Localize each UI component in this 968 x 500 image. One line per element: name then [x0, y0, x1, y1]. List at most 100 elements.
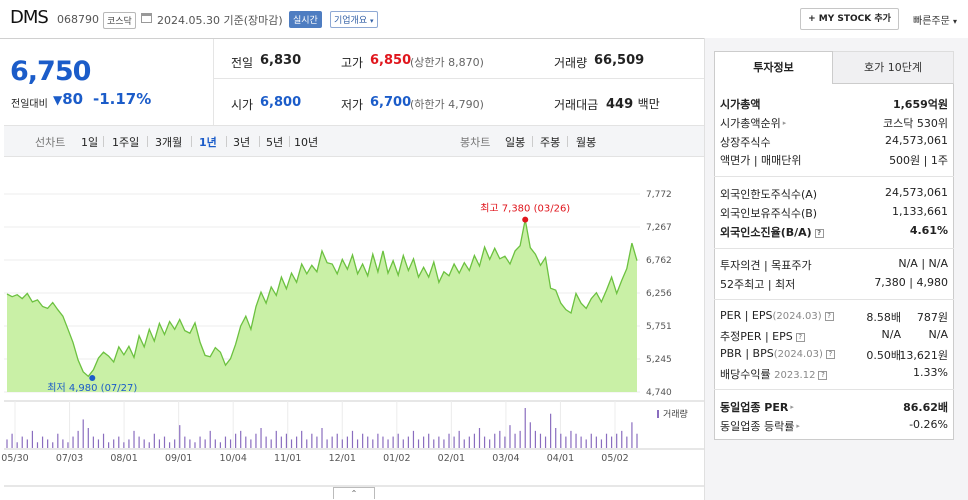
company-overview-dropdown[interactable]: 기업개요 ▾ [330, 11, 378, 28]
period-1d[interactable]: 1일 [81, 136, 99, 149]
volume-bar [555, 428, 557, 448]
change-value: ▼80 [53, 90, 84, 108]
price-chart[interactable]: 7,772 7,267 6,762 6,256 5,751 5,245 4,740 최고 7… [0, 158, 704, 500]
volume-bar [626, 436, 628, 448]
low-marker [89, 375, 96, 381]
plus-icon: + [808, 14, 816, 24]
volume-legend-swatch [657, 410, 659, 418]
line-chart-label: 선차트 [35, 136, 66, 149]
volume-bar [580, 436, 582, 448]
period-3y[interactable]: 3년 [233, 136, 251, 149]
volume-bar [362, 433, 364, 448]
sector-rate-row: 동일업종 등락률 ▸ -0.26% [720, 418, 948, 433]
candle-weekly[interactable]: 주봉 [540, 136, 561, 149]
volume-bar [21, 436, 23, 448]
period-5y[interactable]: 5년 [266, 136, 284, 149]
x-tick-label: 05/30 [1, 453, 28, 464]
period-1w[interactable]: 1주일 [112, 136, 140, 149]
volume-bar [92, 436, 94, 448]
y-tick-label: 5,751 [646, 322, 672, 332]
volume-bar [463, 439, 465, 448]
tab-order-book[interactable]: 호가 10단계 [833, 51, 954, 84]
period-selector: 선차트 1일 1주일 3개월 1년 3년 5년 10년 봉차트 일봉 주봉 월봉 [4, 125, 704, 157]
volume-bar [158, 439, 161, 448]
chevron-down-icon: ▾ [370, 17, 374, 25]
stock-name: DMS [10, 7, 49, 28]
volume-bar [52, 442, 54, 448]
stock-code: 068790 [57, 13, 99, 26]
volume-bar [153, 433, 155, 448]
volume-bar [306, 439, 308, 448]
volume-bar [494, 433, 496, 448]
volume-legend: 거래량 [663, 408, 688, 420]
volume-bar [504, 436, 506, 448]
x-tick-label: 11/01 [274, 453, 301, 464]
volume-bar [311, 433, 313, 448]
change-label: 전일대비 [11, 99, 48, 110]
divider [714, 248, 954, 249]
calendar-icon [141, 13, 152, 23]
volume-bar [382, 436, 384, 448]
x-tick-label: 12/01 [329, 453, 356, 464]
volume-bar [387, 439, 389, 448]
volume-bar [529, 422, 531, 448]
help-icon: ? [795, 333, 805, 342]
volume-bar [392, 436, 394, 448]
volume-bar [565, 436, 567, 448]
period-3m[interactable]: 3개월 [155, 136, 183, 149]
volume-bar [585, 439, 587, 448]
x-tick-label: 03/04 [492, 453, 519, 464]
period-1y[interactable]: 1년 [199, 136, 217, 149]
volume-bar [433, 439, 435, 448]
volume-bar [316, 436, 318, 448]
divider [714, 389, 954, 390]
volume-bar [321, 428, 323, 448]
volume-bar [377, 433, 379, 448]
volume-bar [575, 433, 577, 448]
candle-chart-label: 봉차트 [460, 136, 491, 149]
volume-bar [184, 436, 186, 448]
volume-bar [265, 436, 267, 448]
volume-bar [275, 430, 277, 448]
period-10y[interactable]: 10년 [294, 136, 319, 149]
volume-bar [214, 439, 216, 448]
help-icon: ? [814, 229, 824, 238]
collapse-chart-button[interactable]: ⌃ [333, 487, 375, 499]
x-tick-label: 02/01 [438, 453, 465, 464]
open-label: 시가 [231, 98, 254, 112]
tab-investment-info[interactable]: 투자정보 [714, 51, 833, 84]
quick-order-dropdown[interactable]: 빠른주문 ▾ [913, 16, 958, 27]
y-tick-label: 6,256 [646, 289, 672, 299]
volume-bar [560, 433, 562, 448]
volume-bar [163, 436, 166, 448]
listed-shares-row: 상장주식수 24,573,061 [720, 134, 948, 149]
volume-bar [189, 439, 191, 448]
volume-bar [468, 436, 470, 448]
amount-value: 449 백만 [606, 97, 660, 112]
volume-bar [331, 436, 333, 448]
change-rate: -1.17% [93, 90, 152, 108]
candle-monthly[interactable]: 월봉 [576, 136, 597, 149]
volume-bar [31, 430, 34, 448]
volume-bar [458, 430, 460, 448]
volume-bar [143, 439, 145, 448]
volume-bar [539, 433, 542, 448]
candle-daily[interactable]: 일봉 [505, 136, 526, 149]
investment-info-box [714, 84, 954, 440]
high-marker [522, 216, 529, 223]
par-value-row: 액면가 | 매매단위 500원 | 1주 [720, 154, 948, 167]
x-axis-ticks: 05/30 07/03 08/01 09/01 10/04 11/01 12/01 01/02… [1, 453, 628, 464]
quote-date: 2024.05.30 기준(장마감) [157, 14, 283, 27]
realtime-badge[interactable]: 실시간 [289, 11, 322, 28]
volume-bar [509, 425, 511, 448]
volume-bar [41, 436, 44, 448]
high-value: 6,850 [370, 53, 412, 68]
volume-bar [168, 442, 171, 448]
volume-bar [36, 442, 39, 448]
my-stock-add-button[interactable]: + MY STOCK 추가 [800, 8, 899, 30]
volume-bar [224, 436, 227, 448]
volume-bar [229, 439, 232, 448]
volume-bar [595, 436, 597, 448]
header-divider [0, 38, 968, 39]
divider [714, 299, 954, 300]
